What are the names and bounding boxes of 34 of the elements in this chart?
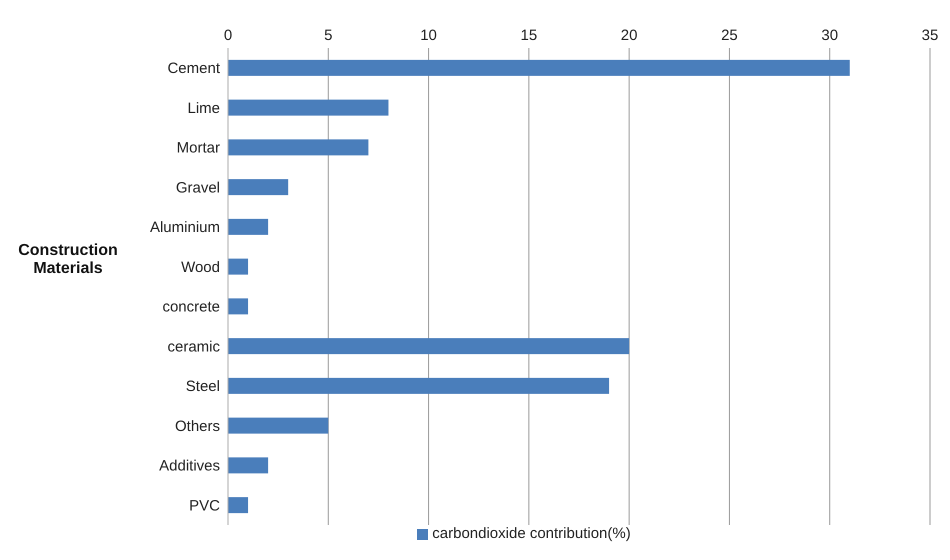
bar bbox=[228, 457, 268, 474]
x-tick-label: 20 bbox=[620, 27, 638, 44]
y-axis-title: Construction Materials bbox=[17, 242, 119, 278]
y-tick-label: Gravel bbox=[176, 179, 220, 196]
x-tick-label: 15 bbox=[520, 27, 538, 44]
y-tick-label: Steel bbox=[186, 378, 220, 396]
x-tick-label: 0 bbox=[224, 27, 232, 44]
legend-label: carbondioxide contribution(%) bbox=[432, 525, 631, 542]
bar bbox=[228, 378, 610, 394]
y-tick-label: Aluminium bbox=[150, 219, 220, 236]
y-tick-label: PVC bbox=[189, 497, 220, 514]
y-tick-label: concrete bbox=[162, 298, 220, 316]
bar bbox=[228, 218, 268, 235]
y-tick-label: Mortar bbox=[176, 140, 220, 157]
bar bbox=[228, 258, 248, 275]
y-tick-label: Cement bbox=[167, 60, 221, 78]
x-tick-label: 25 bbox=[721, 27, 738, 44]
bar bbox=[228, 179, 288, 196]
x-tick-label: 10 bbox=[420, 27, 437, 44]
bar bbox=[228, 60, 850, 76]
bar bbox=[228, 139, 368, 156]
y-tick-label: Wood bbox=[181, 258, 220, 276]
x-tick-label: 5 bbox=[324, 27, 332, 44]
x-tick-label: 35 bbox=[922, 27, 938, 44]
bar bbox=[228, 497, 248, 514]
y-tick-label: ceramic bbox=[167, 338, 220, 356]
bar bbox=[228, 100, 388, 116]
y-tick-label: Additives bbox=[159, 458, 220, 475]
y-tick-label: Others bbox=[174, 418, 220, 435]
bar bbox=[228, 298, 248, 314]
y-tick-label: Lime bbox=[187, 100, 220, 117]
x-tick-label: 30 bbox=[821, 27, 838, 44]
bar bbox=[228, 418, 328, 434]
bar bbox=[228, 338, 630, 354]
